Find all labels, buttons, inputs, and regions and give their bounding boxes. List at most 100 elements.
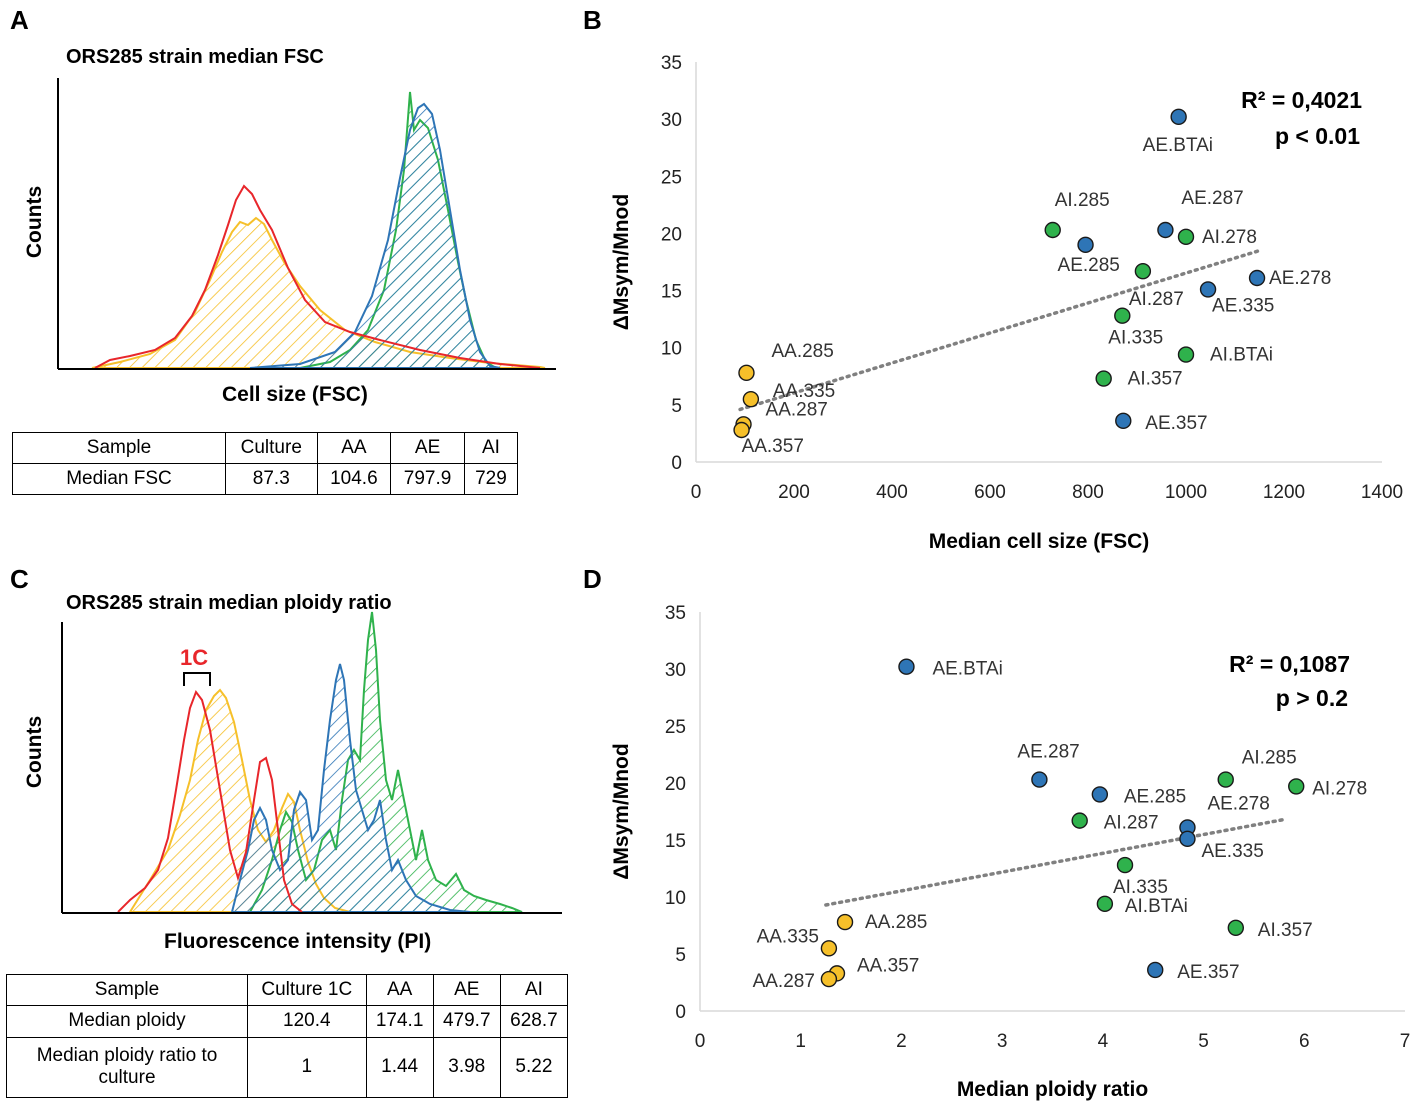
chart-b-point [1177,228,1195,246]
chart-d-point [1116,856,1134,874]
panel-c-x-label: Fluorescence intensity (PI) [164,930,432,953]
chart-d-point-label: AA.285 [865,912,927,933]
cell: AE [390,432,465,464]
chart-b-point [1044,221,1061,239]
chart-b-x-tick: 800 [1072,482,1104,503]
chart-b-x-tick: 1200 [1263,482,1305,503]
chart-b-point-label: AI.335 [1108,328,1163,349]
chart-b-point [1115,412,1132,430]
chart-d-point-label: AA.335 [757,926,819,947]
chart-d-y-tick: 30 [665,660,686,681]
chart-b-point [1248,269,1266,287]
cell: 5.22 [499,1036,569,1098]
chart-d-trendline [824,817,1286,907]
chart-b-trendline [738,248,1262,412]
chart-d-point-label: AI.287 [1104,813,1159,834]
chart-d-x-tick: 4 [1098,1031,1109,1052]
chart-b-r2: R² = 0,4021 [1241,87,1362,113]
chart-d-y-tick: 25 [665,717,686,738]
chart-b-point [1199,281,1217,298]
chart-d-point-label: AE.278 [1207,793,1269,814]
chart-b-y-tick: 0 [671,453,682,474]
chart-b-point [738,364,755,382]
chart-d-point-label: AE.287 [1017,742,1079,763]
chart-b-point-label: AA.357 [742,436,804,457]
chart-d-point-label: AI.357 [1258,920,1313,941]
chart-b-point-label: AA.287 [766,399,828,420]
chart-b-y-tick: 25 [661,167,682,188]
chart-b-point [742,390,760,408]
chart-b-x-tick: 1000 [1165,482,1207,503]
chart-d-y-tick: 10 [665,888,686,909]
chart-b-x-tick: 400 [876,482,908,503]
chart-d-point-label: AE.335 [1201,841,1263,862]
chart-d-x-tick: 3 [997,1031,1008,1052]
chart-b-y-tick: 35 [661,53,682,74]
chart-b-point-label: AI.287 [1129,289,1184,310]
cell: 628.7 [499,1005,569,1038]
chart-d-point [820,970,838,988]
chart-d-point-label: AI.285 [1242,748,1297,769]
chart-b-point-label: AA.335 [773,381,835,402]
chart-d-point-label: AI.278 [1312,778,1367,799]
chart-b-y-tick: 30 [661,110,682,131]
chart-d-point-label: AA.357 [857,955,919,976]
chart-d-point [820,940,838,957]
chart-d-y-tick: 20 [665,774,686,795]
chart-b-x-title: Median cell size (FSC) [929,530,1150,553]
chart-d-x-tick: 7 [1400,1031,1411,1052]
panel-a-title: ORS285 strain median FSC [66,46,324,68]
chart-b-point [1077,236,1094,254]
cell: AI [499,973,569,1007]
chart-d-point-label: AE.285 [1124,786,1186,807]
cell: Culture 1C [247,973,367,1007]
chart-d-point-label: AI.335 [1113,877,1168,898]
panel-a-letter: A [10,5,29,35]
chart-d-x-tick: 6 [1299,1031,1310,1052]
cell: 87.3 [225,463,318,495]
chart-d-r2: R² = 0,1087 [1229,651,1350,677]
chart-d-point [836,913,854,931]
panel-b-letter: B [583,5,602,35]
chart-d-y-tick: 5 [675,945,686,966]
chart-d-x-title: Median ploidy ratio [957,1078,1148,1101]
chart-d-point-label: AE.357 [1177,962,1239,983]
panel-c-table: Sample Culture 1C AA AE AI Median ploidy… [6,973,569,1098]
cell: Sample [6,973,248,1007]
chart-d-x-tick: 1 [795,1031,806,1052]
chart-b-pvalue: p < 0.01 [1275,123,1360,149]
chart-d-point [1179,830,1196,848]
chart-d-point-label: AA.287 [753,971,815,992]
cell: 729 [463,463,519,495]
cell: 3.98 [432,1036,501,1098]
cell: 120.4 [247,1005,367,1038]
panel-a-table: Sample Culture AA AE AI Median FSC 87.3 … [12,432,519,495]
cell: Median FSC [12,463,226,495]
cell: AA [316,432,392,464]
chart-b-point-label: AE.357 [1145,413,1207,434]
chart-b-point-label: AI.285 [1055,190,1110,211]
chart-d-x-tick: 2 [896,1031,907,1052]
chart-d-point [1031,771,1048,788]
chart-b-point-label: AI.357 [1128,369,1183,390]
chart-d-point [1071,812,1088,829]
chart-b-point [1095,370,1112,387]
chart-b-x-tick: 200 [778,482,810,503]
chart-d-y-title: ΔMsym/Mnod [610,743,633,879]
cell: Median ploidy [6,1005,248,1038]
panel-c-1c-label: 1C [180,645,209,670]
chart-d-y-tick: 35 [665,603,686,624]
cell: 1 [247,1036,367,1098]
chart-b-point [1170,108,1187,126]
chart-d-point [1288,778,1305,795]
chart-b-y-title: ΔMsym/Mnod [610,194,633,330]
panel-d-letter: D [583,564,602,594]
chart-d-y-tick: 15 [665,831,686,852]
chart-b-point-label: AI.278 [1202,227,1257,248]
chart-d-pvalue: p > 0.2 [1276,685,1348,711]
chart-d-point [1091,786,1109,803]
chart-b-x-tick: 1400 [1361,482,1403,503]
chart-d-point [1227,919,1245,936]
